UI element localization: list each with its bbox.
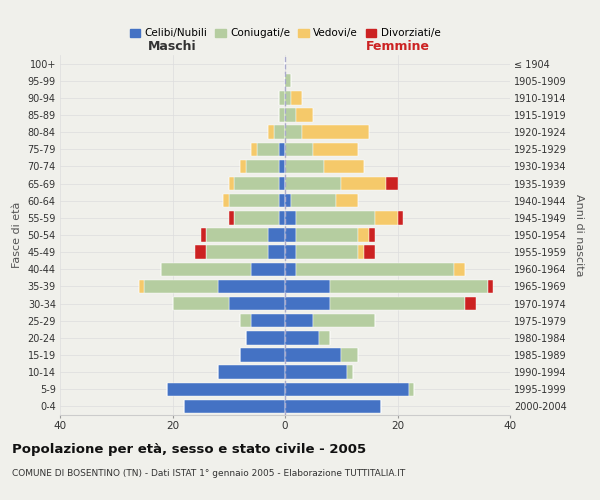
- Bar: [268, 228, 285, 241]
- Bar: [280, 177, 285, 190]
- Bar: [240, 348, 285, 362]
- Bar: [465, 297, 476, 310]
- Bar: [235, 211, 280, 224]
- Bar: [347, 366, 353, 379]
- Bar: [358, 246, 364, 259]
- Bar: [290, 91, 302, 104]
- Bar: [195, 246, 206, 259]
- Bar: [280, 194, 285, 207]
- Bar: [409, 382, 415, 396]
- Bar: [245, 160, 280, 173]
- Bar: [251, 262, 285, 276]
- Bar: [313, 314, 375, 328]
- Bar: [251, 314, 285, 328]
- Bar: [285, 142, 313, 156]
- Bar: [268, 126, 274, 139]
- Bar: [285, 246, 296, 259]
- Bar: [167, 382, 285, 396]
- Bar: [206, 228, 268, 241]
- Bar: [319, 331, 330, 344]
- Bar: [285, 314, 313, 328]
- Bar: [285, 348, 341, 362]
- Bar: [335, 194, 358, 207]
- Bar: [364, 246, 375, 259]
- Bar: [285, 400, 380, 413]
- Bar: [285, 108, 296, 122]
- Bar: [285, 262, 296, 276]
- Bar: [240, 160, 245, 173]
- Bar: [454, 262, 465, 276]
- Bar: [280, 160, 285, 173]
- Bar: [280, 108, 285, 122]
- Bar: [206, 246, 268, 259]
- Legend: Celibi/Nubili, Coniugati/e, Vedovi/e, Divorziati/e: Celibi/Nubili, Coniugati/e, Vedovi/e, Di…: [125, 24, 445, 42]
- Bar: [280, 211, 285, 224]
- Bar: [296, 211, 375, 224]
- Bar: [229, 211, 235, 224]
- Bar: [139, 280, 145, 293]
- Bar: [285, 74, 290, 88]
- Bar: [173, 297, 229, 310]
- Bar: [370, 228, 375, 241]
- Bar: [229, 297, 285, 310]
- Bar: [285, 160, 325, 173]
- Bar: [302, 126, 370, 139]
- Bar: [200, 228, 206, 241]
- Bar: [280, 142, 285, 156]
- Bar: [229, 194, 280, 207]
- Bar: [285, 194, 290, 207]
- Bar: [184, 400, 285, 413]
- Bar: [285, 126, 302, 139]
- Bar: [398, 211, 403, 224]
- Bar: [330, 280, 487, 293]
- Bar: [290, 194, 335, 207]
- Bar: [285, 211, 296, 224]
- Text: Popolazione per età, sesso e stato civile - 2005: Popolazione per età, sesso e stato civil…: [12, 442, 366, 456]
- Bar: [285, 228, 296, 241]
- Text: COMUNE DI BOSENTINO (TN) - Dati ISTAT 1° gennaio 2005 - Elaborazione TUTTITALIA.: COMUNE DI BOSENTINO (TN) - Dati ISTAT 1°…: [12, 469, 405, 478]
- Bar: [257, 142, 280, 156]
- Bar: [161, 262, 251, 276]
- Bar: [251, 142, 257, 156]
- Bar: [386, 177, 398, 190]
- Bar: [341, 177, 386, 190]
- Bar: [285, 331, 319, 344]
- Bar: [268, 246, 285, 259]
- Bar: [274, 126, 285, 139]
- Bar: [285, 177, 341, 190]
- Bar: [313, 142, 358, 156]
- Bar: [280, 91, 285, 104]
- Bar: [325, 160, 364, 173]
- Bar: [223, 194, 229, 207]
- Bar: [285, 91, 290, 104]
- Y-axis label: Anni di nascita: Anni di nascita: [574, 194, 584, 276]
- Bar: [145, 280, 218, 293]
- Bar: [240, 314, 251, 328]
- Bar: [285, 297, 330, 310]
- Bar: [296, 228, 358, 241]
- Bar: [296, 108, 313, 122]
- Bar: [218, 366, 285, 379]
- Bar: [296, 246, 358, 259]
- Bar: [330, 297, 465, 310]
- Bar: [341, 348, 358, 362]
- Bar: [285, 366, 347, 379]
- Text: Femmine: Femmine: [365, 40, 430, 54]
- Bar: [375, 211, 398, 224]
- Text: Maschi: Maschi: [148, 40, 197, 54]
- Bar: [218, 280, 285, 293]
- Bar: [229, 177, 235, 190]
- Bar: [296, 262, 454, 276]
- Bar: [285, 280, 330, 293]
- Bar: [245, 331, 285, 344]
- Bar: [358, 228, 370, 241]
- Bar: [235, 177, 280, 190]
- Y-axis label: Fasce di età: Fasce di età: [12, 202, 22, 268]
- Bar: [285, 382, 409, 396]
- Bar: [487, 280, 493, 293]
